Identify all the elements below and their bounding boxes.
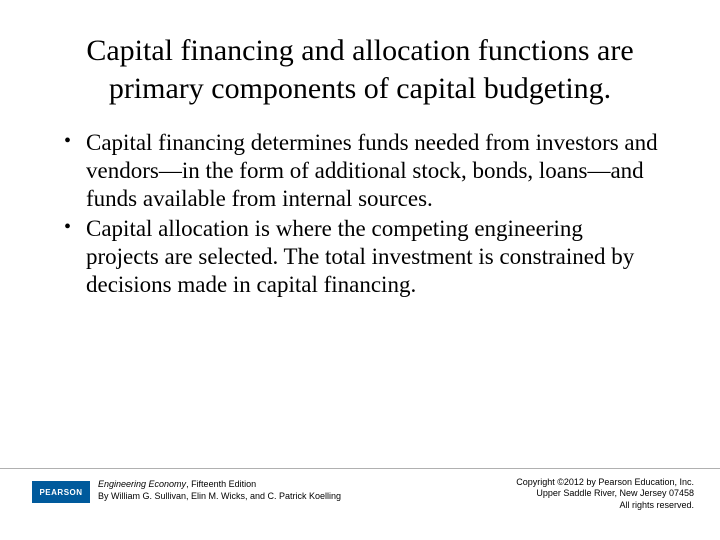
bullet-item: Capital allocation is where the competin…	[60, 215, 660, 299]
bullet-list: Capital financing determines funds neede…	[60, 129, 660, 299]
book-edition: , Fifteenth Edition	[186, 479, 256, 489]
slide-title-area: Capital financing and allocation functio…	[0, 0, 720, 125]
book-title: Engineering Economy	[98, 479, 186, 489]
book-authors: By William G. Sullivan, Elin M. Wicks, a…	[98, 491, 341, 501]
slide-footer: PEARSON Engineering Economy, Fifteenth E…	[0, 468, 720, 528]
book-info: Engineering Economy, Fifteenth Edition B…	[98, 479, 341, 502]
copyright-block: Copyright ©2012 by Pearson Education, In…	[516, 477, 694, 511]
slide-title: Capital financing and allocation functio…	[70, 32, 650, 107]
copyright-line: All rights reserved.	[619, 500, 694, 510]
copyright-line: Copyright ©2012 by Pearson Education, In…	[516, 477, 694, 487]
pearson-logo: PEARSON	[32, 481, 90, 503]
slide-body: Capital financing determines funds neede…	[0, 125, 720, 299]
bullet-item: Capital financing determines funds neede…	[60, 129, 660, 213]
copyright-line: Upper Saddle River, New Jersey 07458	[536, 488, 694, 498]
